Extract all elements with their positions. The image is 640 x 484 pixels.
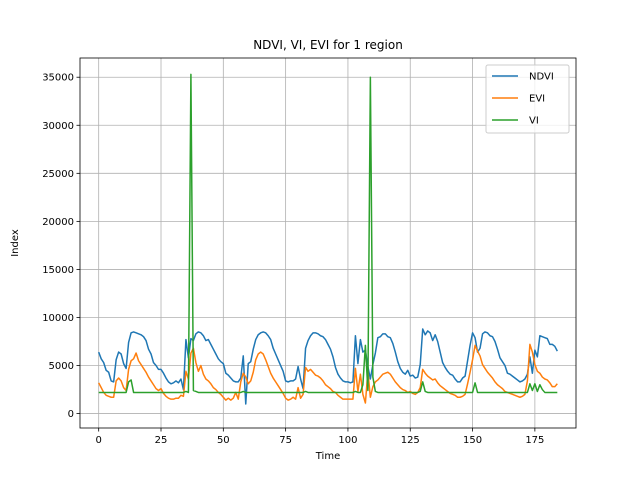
series-line-evi — [98, 343, 558, 404]
y-axis-label: Index — [10, 229, 21, 257]
axis-ticks: 0 25 50 75 100 125 150 175 0 5000 10000 15000 20000 2… — [42, 73, 544, 446]
x-tick-label: 0 — [96, 435, 102, 446]
x-tick-label: 150 — [463, 435, 482, 446]
y-tick-label: 20000 — [42, 217, 74, 228]
legend-label-evi: EVI — [529, 94, 545, 105]
y-tick-label: 15000 — [42, 265, 74, 276]
x-axis-label: Time — [315, 451, 340, 462]
series-line-ndvi — [97, 328, 558, 405]
legend-label-ndvi: NDVI — [529, 72, 554, 83]
series-lines — [97, 73, 558, 405]
x-tick-label: 50 — [217, 435, 230, 446]
y-tick-label: 30000 — [42, 121, 74, 132]
y-tick-label: 0 — [68, 409, 74, 420]
plot-area-frame — [79, 57, 577, 429]
x-tick-label: 175 — [525, 435, 544, 446]
legend: NDVI EVI VI — [485, 64, 570, 134]
y-tick-label: 35000 — [42, 73, 74, 84]
legend-box — [485, 64, 570, 134]
y-tick-label: 25000 — [42, 169, 74, 180]
y-tick-label: 5000 — [49, 361, 74, 372]
x-tick-label: 25 — [155, 435, 168, 446]
x-tick-label: 100 — [338, 435, 357, 446]
x-tick-label: 125 — [401, 435, 420, 446]
x-tick-label: 75 — [279, 435, 292, 446]
legend-label-vi: VI — [529, 116, 539, 127]
chart-title: NDVI, VI, EVI for 1 region — [253, 38, 403, 52]
series-line-vi — [98, 73, 558, 394]
y-tick-label: 10000 — [42, 313, 74, 324]
